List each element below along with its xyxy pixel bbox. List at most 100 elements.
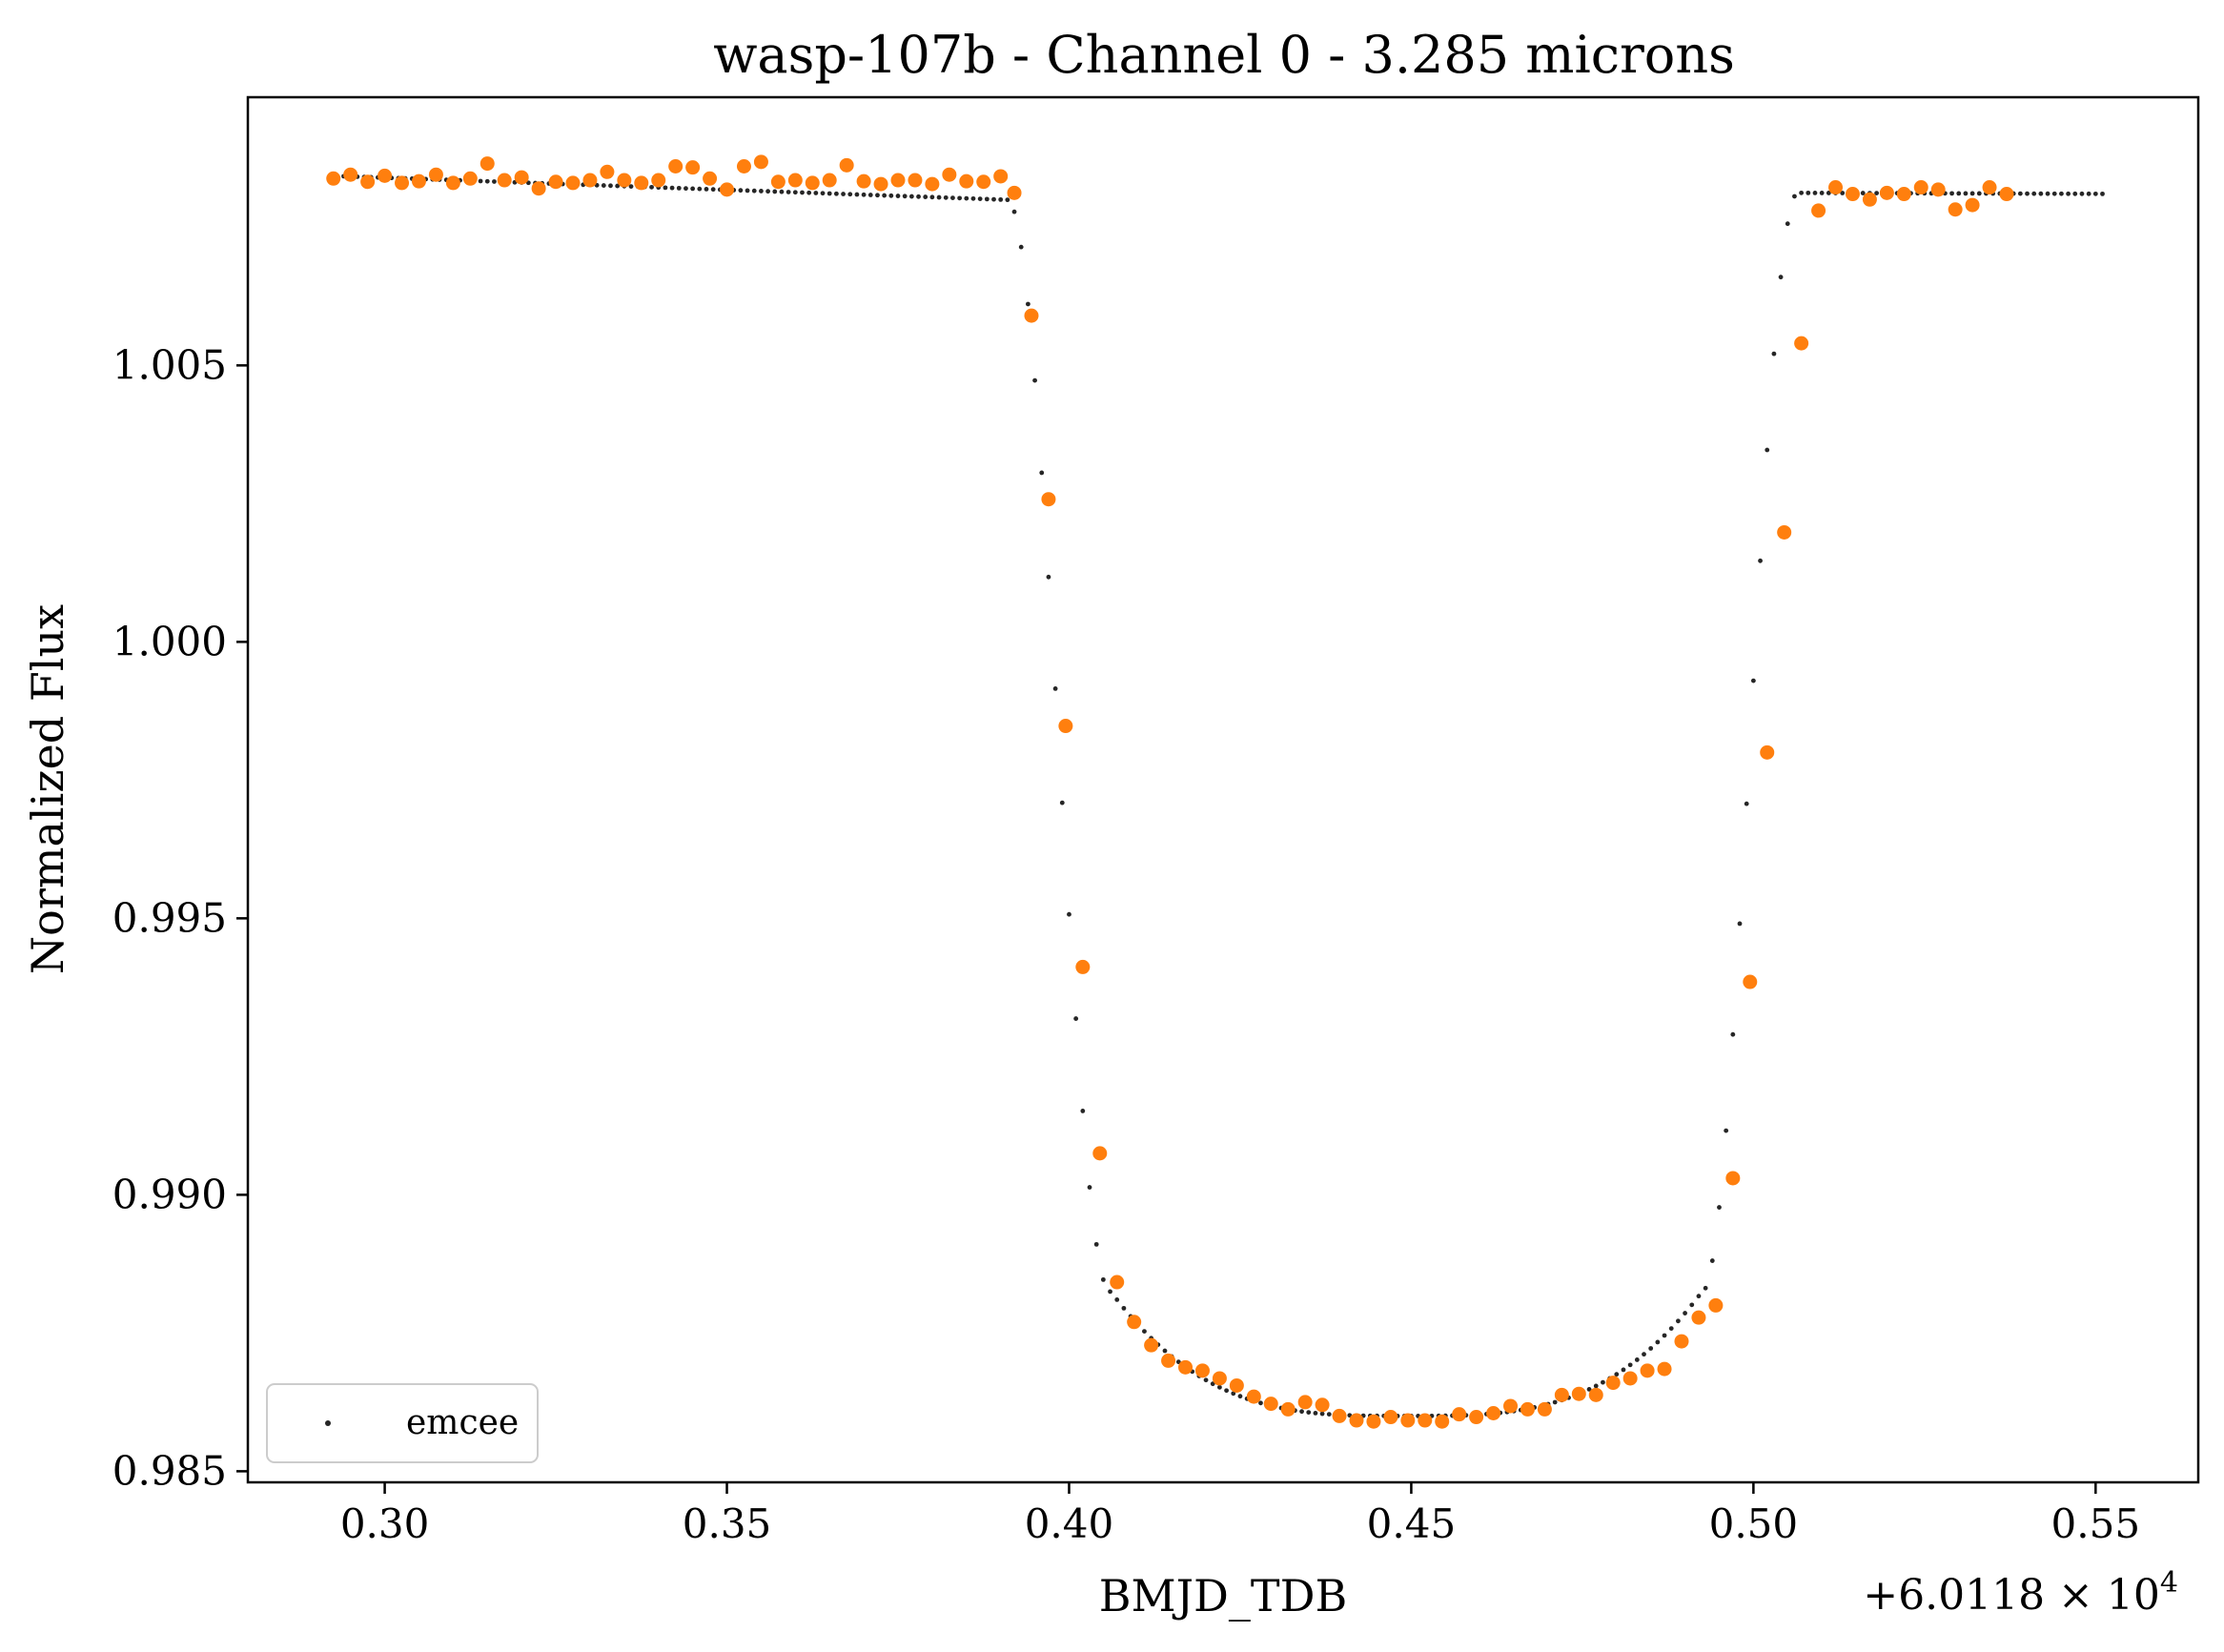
data-point <box>1913 180 1928 195</box>
model-point <box>1785 221 1790 227</box>
model-point <box>1689 1302 1695 1308</box>
data-point <box>770 174 786 190</box>
model-point <box>1771 351 1777 357</box>
model-point <box>1860 191 1866 195</box>
y-tick-label: 0.985 <box>112 1447 227 1494</box>
model-point <box>1703 1285 1708 1291</box>
model-point <box>2017 191 2023 196</box>
data-point <box>377 168 393 183</box>
data-point <box>1965 197 1980 213</box>
data-point <box>1110 1275 1125 1290</box>
y-axis-label: Normalized Flux <box>22 604 73 974</box>
model-point <box>1627 1362 1633 1368</box>
model-point <box>841 192 846 196</box>
model-point <box>663 185 668 191</box>
model-point <box>779 189 785 194</box>
x-axis-label: BMJD_TDB <box>1099 1570 1348 1621</box>
y-tick-label: 0.995 <box>112 894 227 941</box>
model-point <box>1819 191 1825 195</box>
data-point <box>1948 202 1963 217</box>
y-axis: 0.985 0.990 0.995 1.000 1.005 <box>112 341 248 1494</box>
data-point <box>582 173 598 188</box>
model-point <box>2038 191 2044 196</box>
model-point <box>1765 447 1770 453</box>
data-point <box>1058 719 1073 734</box>
model-point <box>950 195 955 200</box>
data-point <box>1622 1371 1638 1386</box>
model-point <box>608 183 613 189</box>
model-point <box>676 185 682 191</box>
model-point <box>1758 558 1763 563</box>
data-point <box>1212 1371 1227 1386</box>
model-point <box>998 196 1004 202</box>
data-point <box>685 160 701 175</box>
model-point <box>1799 190 1805 195</box>
data-point <box>1828 180 1844 195</box>
model-point <box>2059 191 2064 196</box>
data-point <box>531 181 546 196</box>
model-point <box>826 191 832 196</box>
data-point <box>1178 1359 1194 1375</box>
model-point <box>1046 574 1051 580</box>
model-point <box>1231 1391 1236 1397</box>
model-point <box>1709 1258 1715 1263</box>
model-point <box>2100 191 2105 196</box>
data-point <box>1297 1395 1313 1410</box>
model-point <box>759 189 764 194</box>
model-point <box>800 190 805 195</box>
model-point <box>861 192 867 197</box>
data-point <box>1383 1410 1398 1425</box>
data-point <box>514 170 529 185</box>
data-point <box>343 167 358 182</box>
model-point <box>601 183 606 188</box>
data-point <box>1674 1334 1689 1349</box>
model-point <box>1210 1381 1215 1387</box>
legend-box <box>266 1383 539 1463</box>
model-point <box>957 195 963 201</box>
model-point <box>615 183 621 189</box>
data-point <box>1024 308 1039 323</box>
data-point <box>565 175 581 191</box>
model-point <box>772 189 778 194</box>
data-point <box>1503 1398 1519 1414</box>
model-point <box>1963 191 1969 196</box>
data-point <box>1280 1401 1296 1417</box>
model-point <box>1299 1409 1304 1415</box>
model-point <box>1018 244 1024 250</box>
y-tick-label: 1.000 <box>112 618 227 664</box>
data-point <box>360 174 376 190</box>
data-point <box>497 173 512 188</box>
legend: emcee <box>266 1383 539 1463</box>
y-tick-label: 0.990 <box>112 1171 227 1217</box>
plot-frame <box>246 95 2200 1484</box>
model-point <box>1108 1289 1112 1295</box>
model-point <box>684 186 688 192</box>
model-point <box>1052 686 1058 691</box>
model-point <box>875 193 880 198</box>
model-point <box>2072 191 2078 196</box>
model-point <box>1976 191 1982 196</box>
data-point <box>1691 1310 1706 1325</box>
model-point <box>970 195 976 201</box>
model-point <box>1121 1305 1127 1311</box>
model-point <box>1100 1276 1106 1282</box>
model-point <box>1621 1367 1626 1373</box>
data-point <box>1743 974 1758 989</box>
model-point <box>867 193 873 197</box>
data-point <box>1537 1401 1552 1417</box>
data-point <box>1571 1386 1586 1401</box>
data-point <box>1999 187 2014 202</box>
data-point <box>1794 336 1809 351</box>
model-point <box>1326 1412 1332 1417</box>
data-point <box>548 174 563 190</box>
model-point <box>1586 1387 1592 1392</box>
data-point <box>1930 182 1946 197</box>
model-point <box>1093 1241 1099 1247</box>
data-point <box>1777 524 1792 540</box>
model-point <box>1039 470 1045 476</box>
model-point <box>991 196 996 202</box>
model-point <box>1142 1329 1147 1335</box>
data-point <box>873 176 888 192</box>
model-point <box>1634 1357 1640 1362</box>
